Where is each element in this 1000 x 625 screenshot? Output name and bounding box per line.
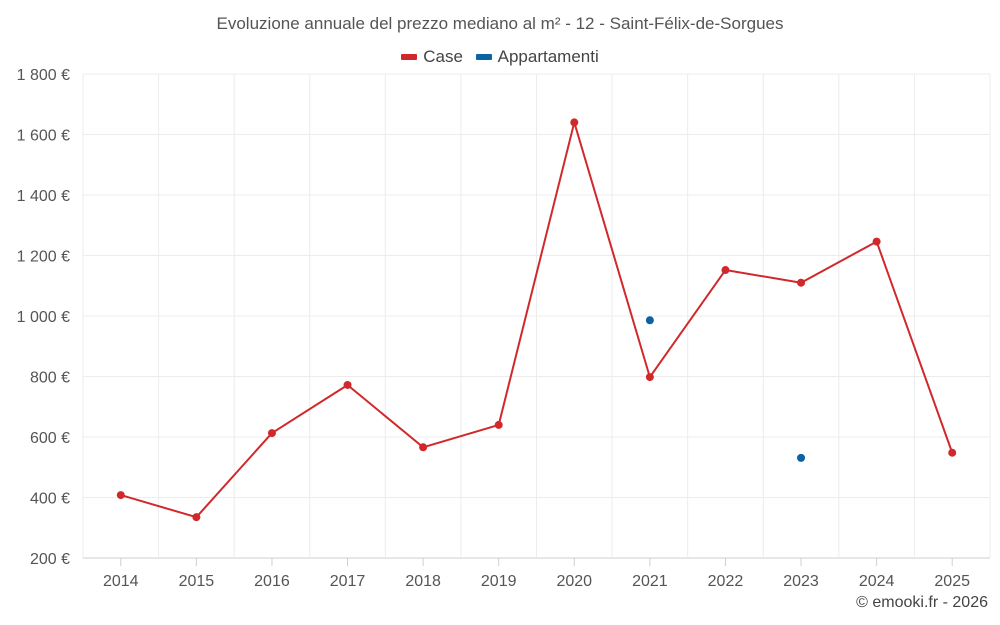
legend-item-case[interactable]: Case: [401, 47, 463, 67]
data-point-case: [343, 380, 352, 389]
y-tick-label: 1 800 €: [17, 67, 70, 84]
legend-item-appartamenti[interactable]: Appartamenti: [475, 47, 599, 67]
data-point-case: [721, 266, 730, 275]
data-point-case: [494, 420, 503, 429]
legend-swatch-appartamenti: [475, 54, 492, 60]
y-tick-label: 400 €: [30, 491, 70, 508]
data-point-case: [645, 373, 654, 382]
x-tick-label: 2017: [330, 573, 366, 590]
x-tick-label: 2015: [179, 573, 215, 590]
x-tick-label: 2023: [783, 573, 819, 590]
x-tick-label: 2016: [254, 573, 290, 590]
data-point-case: [419, 443, 428, 452]
y-tick-label: 1 200 €: [17, 249, 70, 266]
x-tick-label: 2014: [103, 573, 139, 590]
x-tick-label: 2025: [934, 573, 970, 590]
legend-label-appartamenti: Appartamenti: [497, 47, 599, 66]
x-tick-label: 2020: [556, 573, 592, 590]
chart-title: Evoluzione annuale del prezzo mediano al…: [216, 14, 784, 33]
legend-label-case: Case: [423, 47, 463, 66]
y-tick-label: 800 €: [30, 370, 70, 387]
x-tick-label: 2022: [708, 573, 744, 590]
data-point-appartamenti: [797, 453, 806, 462]
data-point-case: [192, 513, 201, 522]
x-tick-label: 2019: [481, 573, 517, 590]
chart-legend: Case Appartamenti: [0, 45, 1000, 67]
x-tick-label: 2018: [405, 573, 441, 590]
y-tick-label: 1 400 €: [17, 188, 70, 205]
x-tick-label: 2024: [859, 573, 895, 590]
y-tick-label: 600 €: [30, 430, 70, 447]
data-point-case: [267, 429, 276, 438]
y-tick-label: 1 000 €: [17, 309, 70, 326]
data-point-case: [116, 491, 125, 500]
legend-swatch-case: [401, 54, 418, 60]
data-point-case: [570, 118, 579, 127]
data-point-appartamenti: [645, 316, 654, 325]
data-point-case: [872, 237, 881, 246]
data-point-case: [797, 278, 806, 287]
data-point-case: [948, 448, 957, 457]
copyright-footer: © emooki.fr - 2026: [856, 594, 988, 611]
y-tick-label: 200 €: [30, 551, 70, 568]
x-tick-label: 2021: [632, 573, 668, 590]
y-tick-label: 1 600 €: [17, 128, 70, 145]
series-line-case: [120, 121, 954, 519]
